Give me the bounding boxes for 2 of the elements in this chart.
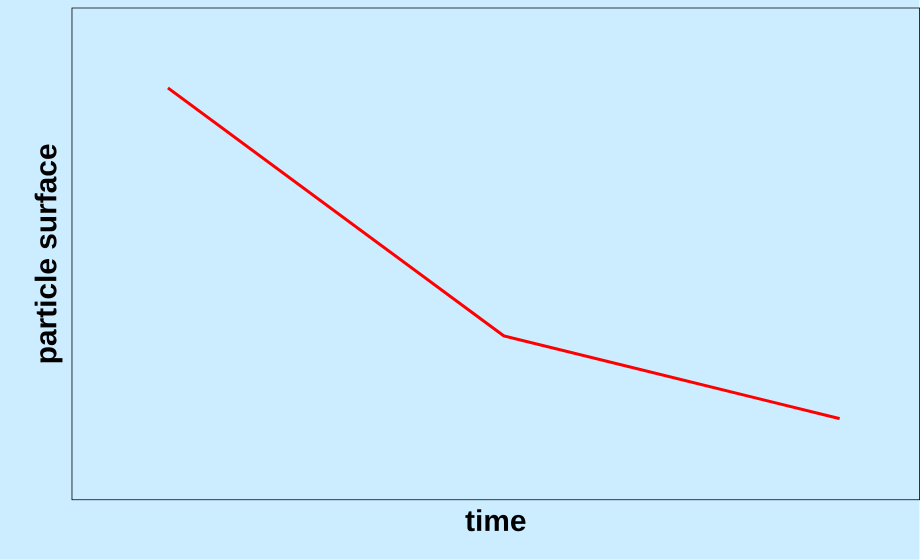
y-axis-title: particle surface: [34, 144, 62, 362]
x-axis-title: time: [465, 509, 526, 532]
